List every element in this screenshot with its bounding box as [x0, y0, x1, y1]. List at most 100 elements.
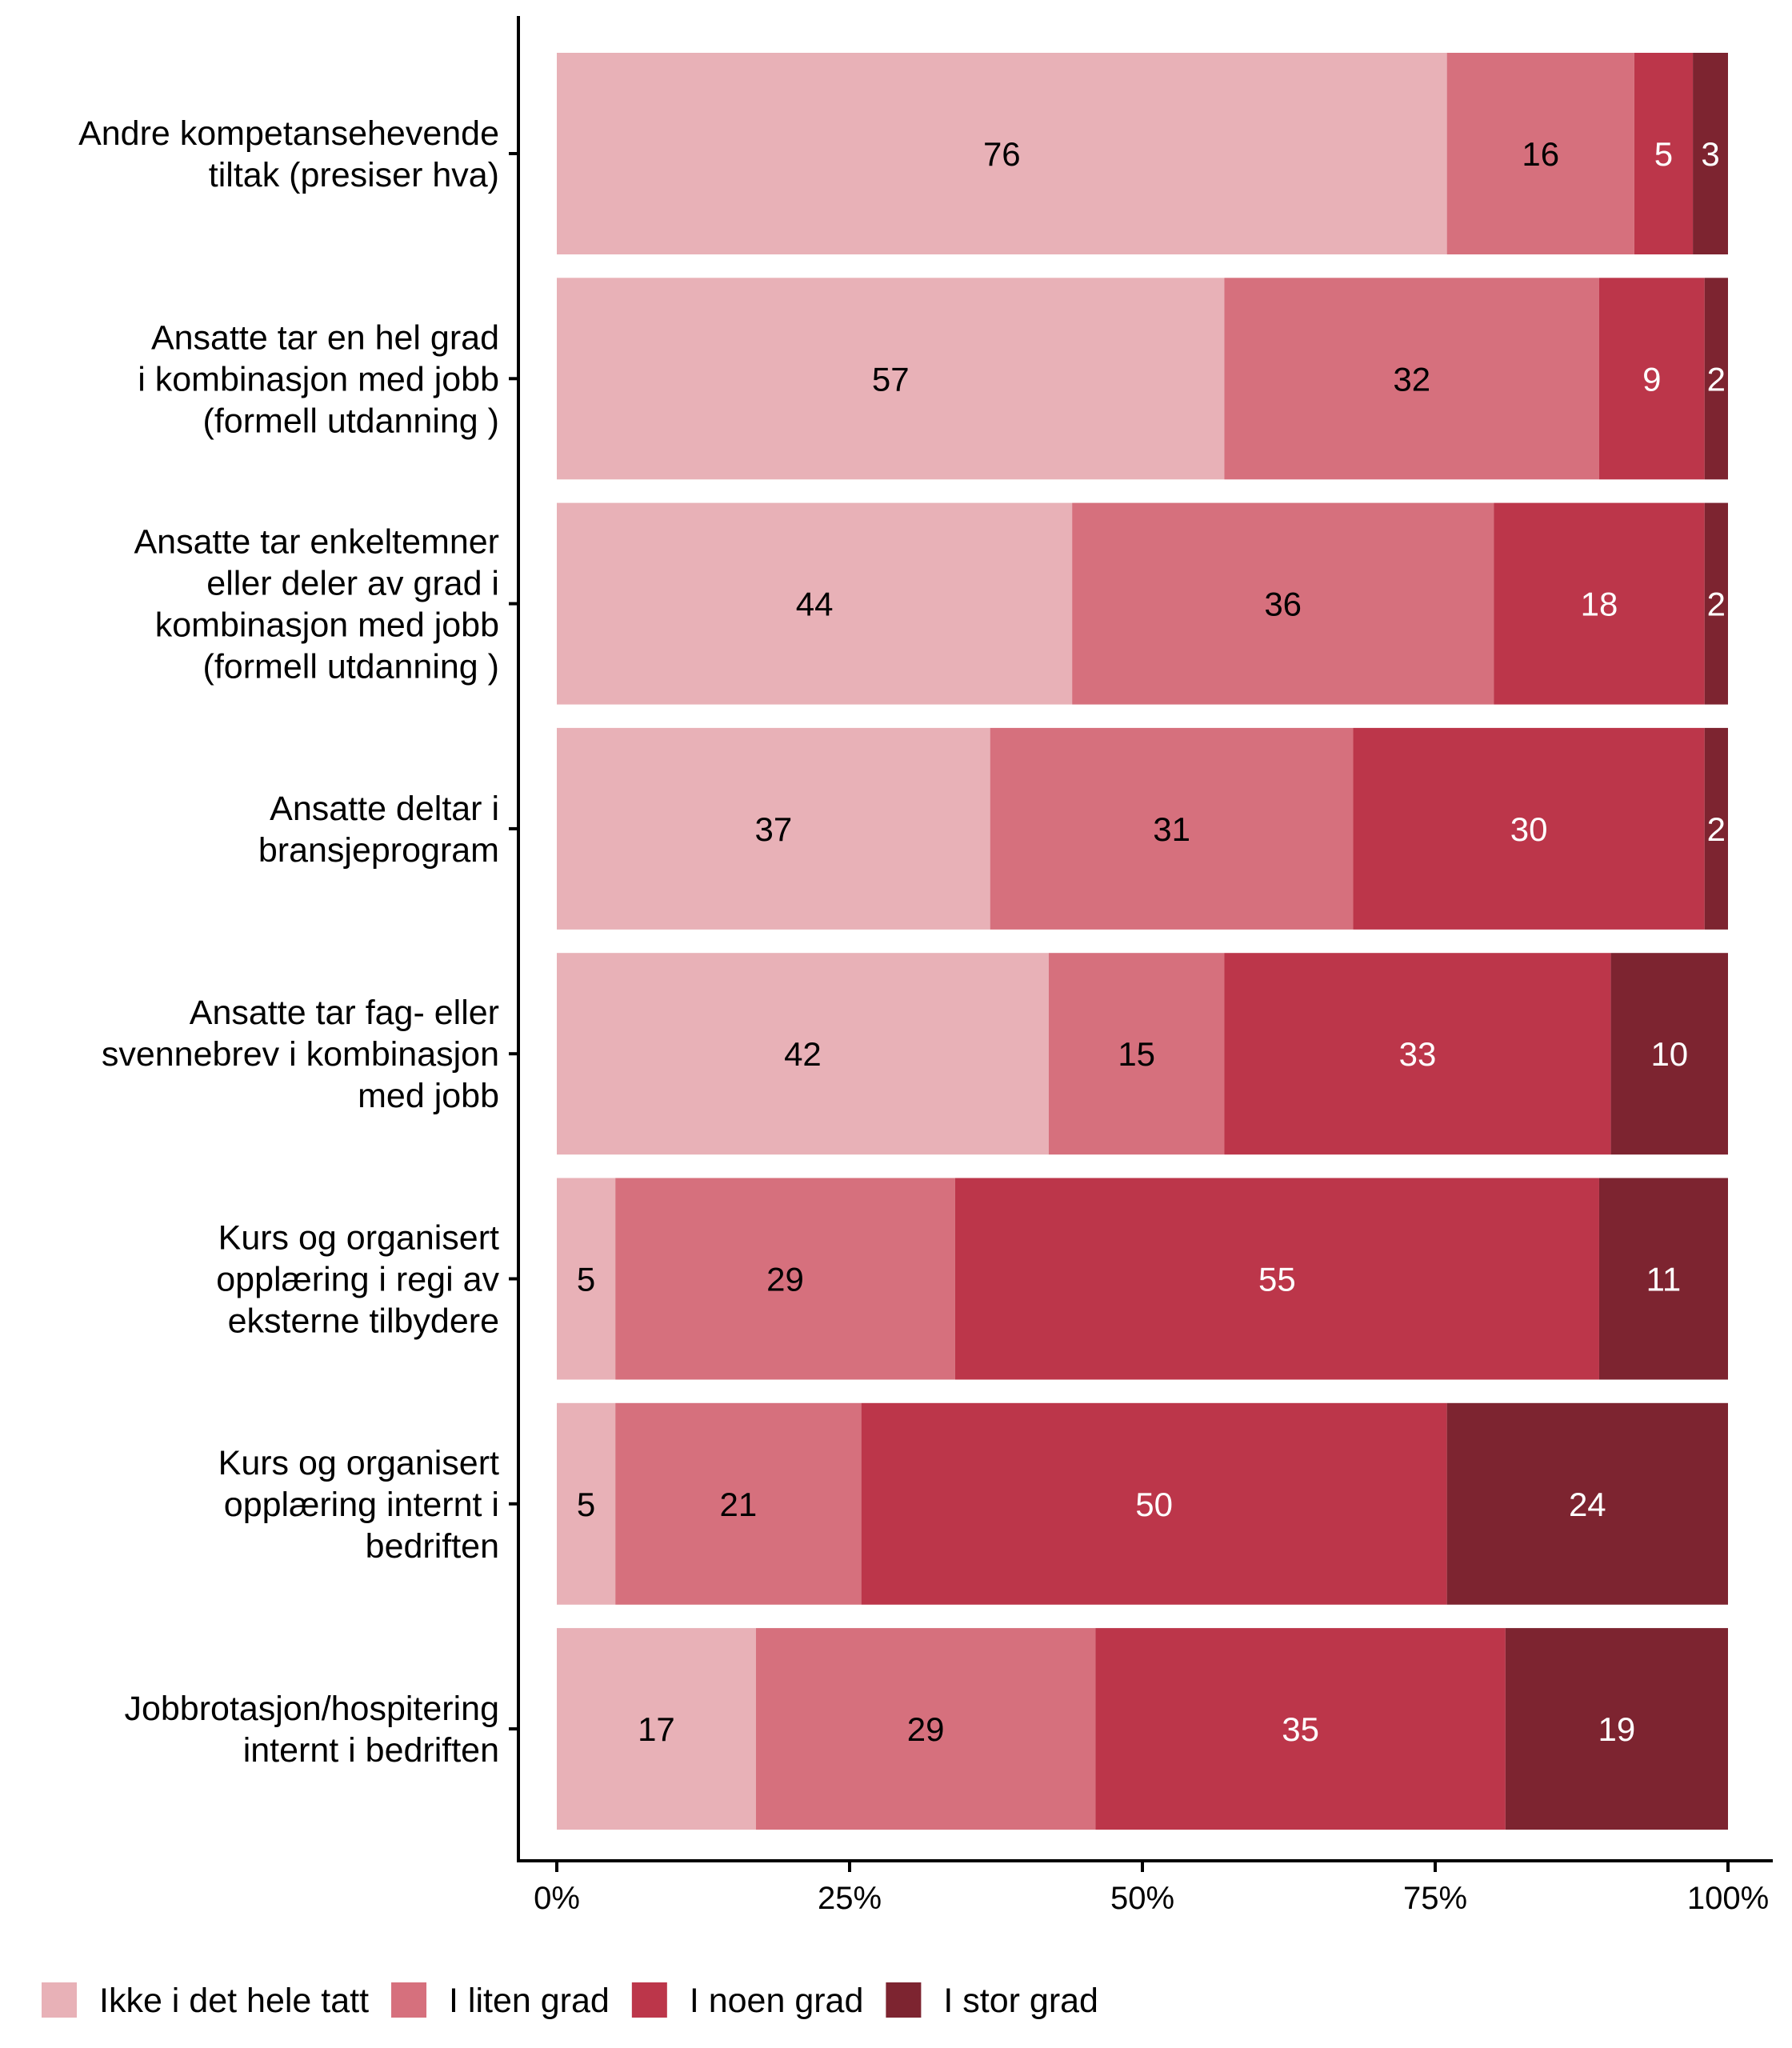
data-label: 55 — [1258, 1261, 1296, 1298]
bar-segment — [557, 502, 1073, 705]
bar-segment — [1704, 502, 1728, 705]
data-label: 9 — [1642, 360, 1661, 398]
category-label: Jobbrotasjon/hospitering internt i bedrif… — [124, 1690, 499, 1770]
category-label-line: i kombinasjon med jobb — [138, 360, 499, 398]
category-label-line: tiltak (presiser hva) — [209, 156, 499, 194]
legend-item: Ikke i det hele tatt — [42, 1982, 369, 2020]
data-label: 33 — [1399, 1035, 1437, 1073]
legend-item: I stor grad — [886, 1982, 1098, 2020]
category-label: Kurs og organisert opplæring internt i bed… — [218, 1444, 499, 1566]
data-label: 11 — [1646, 1261, 1682, 1298]
data-label: 19 — [1598, 1710, 1636, 1748]
data-label: 17 — [638, 1710, 675, 1748]
bar-segment — [557, 953, 1049, 1155]
legend-item: I noen grad — [631, 1982, 864, 2020]
bar-segment — [1072, 502, 1494, 705]
data-label: 21 — [720, 1486, 758, 1523]
data-label: 32 — [1393, 360, 1430, 398]
category-label-line: opplæring internt i — [224, 1486, 499, 1524]
bar-segment — [1446, 53, 1634, 254]
category-label: Kurs og organisert opplæring i regi av eks… — [216, 1219, 499, 1341]
bar-segment — [1704, 727, 1728, 930]
bar-segment — [557, 278, 1225, 480]
legend-label: I noen grad — [690, 1982, 864, 2020]
bar-segment — [1224, 278, 1599, 480]
bar-segment — [954, 1178, 1599, 1380]
category-label-line: bransjeprogram — [258, 831, 499, 870]
data-label: 24 — [1569, 1486, 1606, 1523]
data-label: 5 — [577, 1486, 595, 1523]
category-label-line: (formell utdanning ) — [203, 402, 499, 440]
x-tick-label: 50% — [1110, 1881, 1174, 1916]
category-label: Ansatte deltar i bransjeprogram — [258, 790, 499, 870]
data-label: 50 — [1135, 1486, 1173, 1523]
data-label: 35 — [1282, 1710, 1319, 1748]
bar-segment — [990, 727, 1354, 930]
data-label: 15 — [1118, 1035, 1155, 1073]
data-label: 5 — [1654, 135, 1673, 173]
data-label: 42 — [784, 1035, 822, 1073]
bar-segment — [615, 1402, 862, 1605]
category-label-line: opplæring i regi av — [216, 1261, 499, 1299]
bar-segment — [1446, 1402, 1728, 1605]
x-tick-label: 25% — [818, 1881, 882, 1916]
bar-segment — [1634, 53, 1694, 254]
bar-segment — [1598, 1178, 1728, 1380]
data-label: 29 — [907, 1710, 945, 1748]
x-tick-label: 75% — [1403, 1881, 1467, 1916]
category-label-line: svennebrev i kombinasjon — [102, 1035, 499, 1074]
bar-segment — [615, 1178, 955, 1380]
category-label-line: Kurs og organisert — [218, 1444, 499, 1482]
bar-segment — [1224, 953, 1611, 1155]
category-label-line: eller deler av grad i — [206, 565, 499, 603]
data-label: 2 — [1707, 586, 1726, 623]
data-label: 29 — [766, 1261, 804, 1298]
bar-segment — [1704, 278, 1728, 480]
bar-segment — [1598, 278, 1705, 480]
category-label: Ansatte tar enkeltemner eller deler av gr… — [134, 523, 499, 686]
x-tick-label: 0% — [534, 1881, 580, 1916]
legend-label: I stor grad — [943, 1982, 1098, 2020]
bar-segment — [1610, 953, 1728, 1155]
category-label-line: Ansatte tar enkeltemner — [134, 523, 499, 562]
bar-segment — [861, 1402, 1447, 1605]
data-label: 2 — [1707, 810, 1726, 848]
category-label-line: Ansatte tar en hel grad — [151, 318, 499, 357]
category-label-line: Ansatte tar fag- eller — [190, 994, 499, 1032]
data-label: 5 — [577, 1261, 595, 1298]
data-label: 57 — [872, 360, 910, 398]
bars-group: 76 16 5 357 32 9 244 36 18 237 31 30 242 15 33 105 29 55 1… — [557, 53, 1728, 1830]
bar-segment — [1353, 727, 1705, 930]
legend-swatch — [886, 1982, 922, 2018]
data-label: 36 — [1264, 586, 1302, 623]
data-label: 10 — [1650, 1035, 1688, 1073]
bar-segment — [1693, 53, 1728, 254]
category-label-line: Ansatte deltar i — [270, 790, 499, 828]
category-labels: Andre kompetansehevende tiltak (presiser … — [78, 114, 518, 1770]
legend-label: I liten grad — [449, 1982, 610, 2020]
bar-segment — [557, 1402, 616, 1605]
category-label-line: Andre kompetansehevende — [78, 114, 499, 153]
category-label-line: Jobbrotasjon/hospitering — [124, 1690, 499, 1728]
category-label-line: Kurs og organisert — [218, 1219, 499, 1258]
legend: Ikke i det hele tatt I liten grad I noen g… — [42, 1982, 1098, 2020]
category-label-line: bedriften — [366, 1527, 499, 1566]
legend-swatch — [391, 1982, 427, 2018]
category-label: Ansatte tar en hel grad i kombinasjon med… — [138, 318, 499, 440]
legend-swatch — [42, 1982, 77, 2018]
legend-swatch — [631, 1982, 667, 2018]
data-label: 16 — [1522, 135, 1559, 173]
bar-segment — [1494, 502, 1705, 705]
category-label-line: med jobb — [358, 1077, 499, 1115]
bar-segment — [1095, 1628, 1506, 1830]
legend-label: Ikke i det hele tatt — [99, 1982, 369, 2020]
bar-segment — [557, 53, 1447, 254]
data-label: 76 — [983, 135, 1021, 173]
data-label: 37 — [754, 810, 792, 848]
category-label: Ansatte tar fag- eller svennebrev i kombi… — [102, 994, 499, 1115]
category-label: Andre kompetansehevende tiltak (presiser … — [78, 114, 499, 194]
bar-segment — [557, 1628, 756, 1830]
legend-item: I liten grad — [391, 1982, 610, 2020]
bar-segment — [557, 727, 990, 930]
bar-segment — [557, 1178, 616, 1380]
